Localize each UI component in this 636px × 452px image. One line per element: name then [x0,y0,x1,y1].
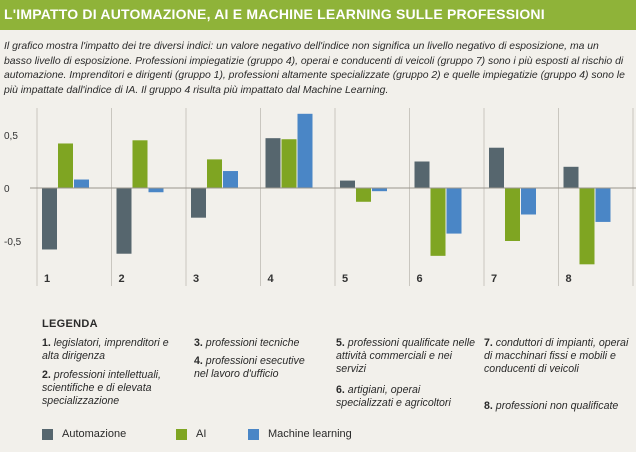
x-category-label: 6 [417,273,423,285]
legend-title: LEGENDA [42,318,98,330]
bar-automazione-6 [414,161,430,188]
legend-item-text: artigiani, operai specializzati e agrico… [336,384,451,409]
legend-item-text: professioni tecniche [205,337,300,349]
legend-item-number: 6. [336,384,345,396]
bar-chart: 0,5 0 -0,5 1 2 3 4 5 6 7 8 [4,108,636,286]
bar-ai-7 [505,188,520,241]
legend-item-8: 8. professioni non qualificate [484,400,634,413]
legend-item-3: 3. professioni tecniche [194,337,324,350]
bar-automazione-2 [116,188,132,254]
ai-swatch [176,428,187,440]
bar-ai-3 [207,159,222,188]
x-category-label: 1 [44,273,50,285]
legend-item-number: 2. [42,369,51,381]
bar-automazione-5 [340,180,355,188]
legend-item-4: 4. professioni esecutive nel lavoro d'uf… [194,355,306,381]
bar-ai-4 [281,139,297,188]
legend-item-text: conduttori di impianti, operai di macchi… [484,337,629,375]
legend-series-label: Machine learning [268,428,352,440]
legend-item-6: 6. artigiani, operai specializzati e agr… [336,384,466,410]
bar-machine-learning-2 [148,188,164,193]
bar-ai-2 [132,140,148,188]
automazione-swatch [42,428,53,440]
bar-machine-learning-8 [595,188,611,222]
legend-item-number: 3. [194,337,203,349]
bar-machine-learning-7 [521,188,536,215]
x-category-label: 4 [268,273,275,285]
bar-machine-learning-1 [74,179,89,188]
legend-series-label: AI [196,428,207,440]
legend-item-2: 2. professioni intellettuali, scientific… [42,369,182,408]
bar-machine-learning-6 [446,188,462,234]
y-tick-label: 0 [4,184,10,195]
x-category-label: 2 [119,273,125,285]
legend-item-number: 4. [194,355,203,367]
bar-ai-5 [356,188,371,202]
legend-series-automazione: Automazione [42,428,126,440]
bar-automazione-8 [563,166,579,188]
legend-series-ai: AI [176,428,206,440]
legend-item-number: 7. [484,337,493,349]
bar-automazione-1 [42,188,57,250]
x-category-label: 5 [342,273,348,285]
bar-machine-learning-5 [372,188,387,192]
legend-item-number: 8. [484,400,493,412]
chart-title: L'IMPATTO DI AUTOMAZIONE, AI E MACHINE L… [4,6,545,22]
bar-machine-learning-3 [223,171,238,188]
x-category-label: 3 [193,273,199,285]
chart-description: Il grafico mostra l'impatto dei tre dive… [4,41,625,96]
header-bar: L'IMPATTO DI AUTOMAZIONE, AI E MACHINE L… [0,0,636,30]
legend-item-5: 5. professioni qualificate nelle attivit… [336,337,476,376]
legend-item-text: legislatori, imprenditori e alta dirigen… [42,337,169,362]
legend-series-label: Automazione [62,428,127,440]
legend-item-7: 7. conduttori di impianti, operai di mac… [484,337,632,376]
legend-item-text: professioni intellettuali, scientifiche … [42,369,161,407]
legend-item-text: professioni non qualificate [495,400,619,412]
machine-learning-swatch [248,428,259,440]
x-category-label: 7 [491,273,497,285]
bar-automazione-4 [265,138,281,188]
x-category-label: 8 [566,273,572,285]
legend-item-text: professioni qualificate nelle attività c… [336,337,475,375]
bar-ai-6 [430,188,446,256]
bar-automazione-3 [191,188,206,218]
legend-item-number: 1. [42,337,51,349]
bar-machine-learning-4 [297,113,313,188]
bar-ai-8 [579,188,595,265]
bar-ai-1 [58,143,73,188]
y-tick-label: 0,5 [4,131,18,142]
y-tick-label: -0,5 [4,237,22,248]
legend-item-1: 1. legislatori, imprenditori e alta diri… [42,337,182,363]
legend-series-ml: Machine learning [248,428,352,440]
legend-item-number: 5. [336,337,345,349]
legend-item-text: professioni esecutive nel lavoro d'uffic… [194,355,305,380]
bar-automazione-7 [489,147,504,188]
